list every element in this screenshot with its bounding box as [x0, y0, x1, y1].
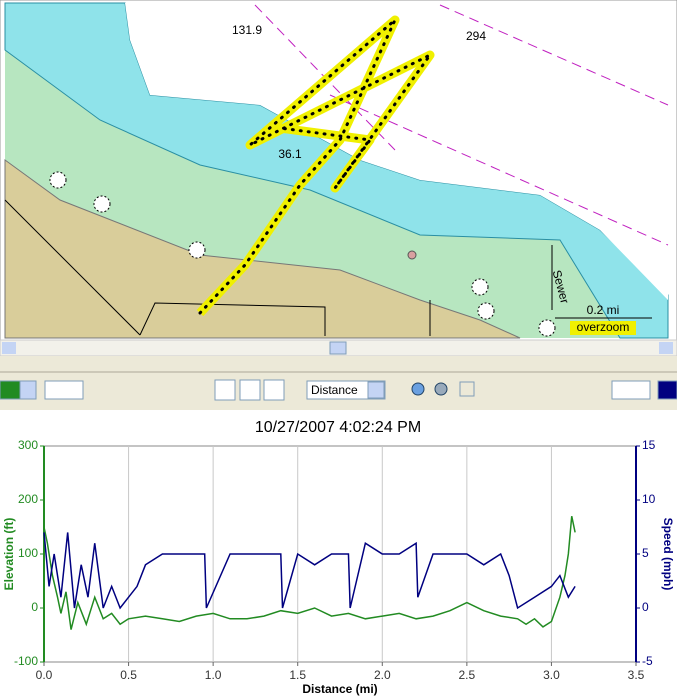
track-points	[198, 18, 432, 315]
depth-label: 131.9	[232, 23, 262, 37]
x-tick-label: 3.0	[543, 668, 560, 682]
color-button[interactable]	[0, 380, 21, 400]
x-axis-title: Distance (mi)	[302, 682, 377, 696]
x-tick-label: 0.0	[36, 668, 53, 682]
dropdown[interactable]	[611, 380, 651, 400]
y2-tick-label: 0	[642, 600, 649, 614]
x-tick-label: 0.5	[120, 668, 137, 682]
poi	[407, 250, 417, 260]
y-tick-label: 300	[18, 438, 38, 452]
map[interactable]: 131.9 294 36.1 Sewer 0.2 mi overzoom	[0, 0, 677, 341]
markers	[49, 171, 556, 337]
scroll-right[interactable]	[659, 342, 673, 354]
toolbar-controls	[0, 379, 677, 401]
tool-button[interactable]	[263, 379, 285, 401]
roads	[4, 199, 553, 336]
white-area	[125, 3, 668, 300]
color-button[interactable]	[657, 380, 677, 400]
chart-title: 10/27/2007 4:02:24 PM	[255, 419, 421, 436]
y-tick-label: -100	[14, 654, 38, 668]
x-tick-label: 1.0	[205, 668, 222, 682]
y-tick-label: 200	[18, 492, 38, 506]
dropdown-button[interactable]	[367, 381, 385, 399]
y2-tick-label: 5	[642, 546, 649, 560]
y-tick-label: 0	[31, 600, 38, 614]
status-label: overzoom	[577, 320, 630, 334]
y-tick-label: 100	[18, 546, 38, 560]
dropdown-button[interactable]	[19, 380, 37, 400]
tool-button[interactable]	[214, 379, 236, 401]
axis-dropdown[interactable]	[306, 380, 386, 400]
y-axis-title: Elevation (ft)	[2, 518, 16, 591]
y2-tick-label: 15	[642, 438, 656, 452]
x-tick-label: 2.0	[374, 668, 391, 682]
x-tick-label: 3.5	[628, 668, 645, 682]
y2-tick-label: 10	[642, 492, 656, 506]
scroll-left[interactable]	[2, 342, 16, 354]
y2-tick-label: -5	[642, 654, 653, 668]
depth-label: 36.1	[278, 147, 302, 161]
series-line	[43, 532, 576, 610]
y2-axis-title: Speed (mph)	[661, 518, 675, 591]
zoom-in[interactable]	[411, 382, 425, 396]
depth-label: 294	[466, 29, 486, 43]
scroll-thumb[interactable]	[329, 341, 347, 355]
zoom-out[interactable]	[434, 382, 448, 396]
dropdown[interactable]	[44, 380, 84, 400]
x-tick-label: 2.5	[459, 668, 476, 682]
tool-button[interactable]	[239, 379, 261, 401]
land-tan	[4, 159, 521, 339]
scale-label: 0.2 mi	[587, 303, 620, 317]
status-bg	[570, 321, 636, 335]
zoom-fit[interactable]	[459, 381, 475, 397]
axis-select-label: Distance	[311, 383, 358, 397]
x-tick-label: 1.5	[289, 668, 306, 682]
series-line	[43, 516, 576, 630]
